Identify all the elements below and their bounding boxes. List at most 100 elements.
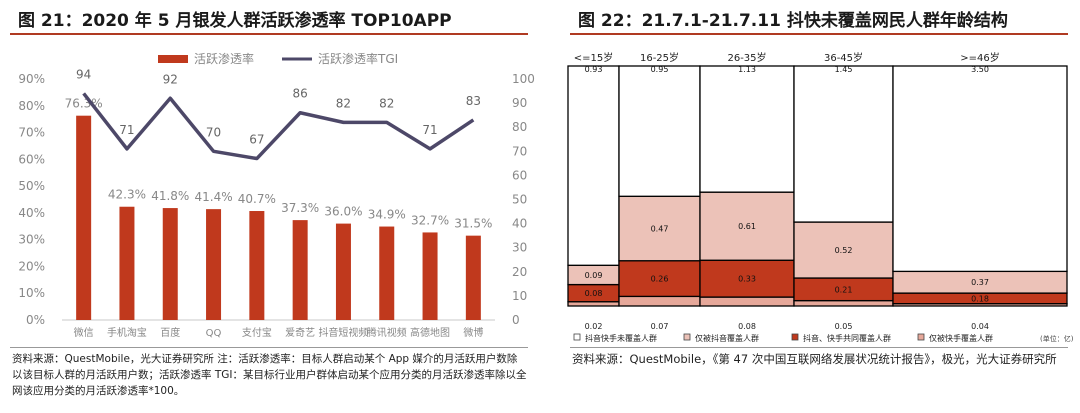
right-axis-tick-label: 10 [512, 289, 527, 303]
bar-data-label: 42.3% [108, 188, 146, 202]
left-source-rule [10, 347, 528, 348]
tgi-data-label: 70 [206, 125, 221, 139]
left-axis-tick-label: 70% [18, 126, 45, 140]
legend-swatch-bar [158, 55, 188, 63]
category-label: 微博 [463, 326, 483, 339]
age-group-label: 36-45岁 [824, 51, 863, 64]
category-label: 支付宝 [242, 326, 272, 339]
segment [618, 260, 701, 298]
segment-value-label: 0.93 [585, 65, 603, 74]
right-axis-tick-label: 70 [512, 144, 527, 158]
bar-data-label: 31.5% [454, 217, 492, 231]
category-label: 高德地图 [410, 326, 450, 339]
segment-value-label: 1.13 [738, 65, 756, 74]
tgi-data-label: 82 [336, 96, 351, 110]
bar [249, 211, 265, 320]
left-axis-tick-label: 10% [18, 286, 45, 300]
right-axis-tick-label: 30 [512, 241, 527, 255]
segment [699, 191, 795, 261]
segment-value-label: 0.37 [971, 278, 989, 287]
segment-value-label: 0.61 [738, 222, 756, 231]
bar [206, 209, 222, 320]
segment-value-label: 0.95 [651, 65, 669, 74]
bar-data-label: 32.7% [411, 213, 449, 227]
right-figure-panel: 图 22：21.7.1-21.7.11 抖快未覆盖网民人群年龄结构 <=15岁 0… [560, 0, 1080, 413]
tgi-data-label: 71 [119, 123, 134, 137]
segment [793, 65, 894, 223]
left-axis-tick-label: 30% [18, 233, 45, 247]
right-axis-tick-label: 100 [512, 72, 535, 86]
segment-value-label: 0.33 [738, 275, 756, 284]
left-axis-tick-label: 0% [26, 313, 45, 327]
bar [335, 223, 351, 320]
category-label: 爱奇艺 [285, 326, 315, 339]
age-structure-chart: <=15岁 0.08 0.09 0.93 0.02 16-25岁 0.26 0.47 0.95 0… [567, 51, 1074, 343]
segment [892, 65, 1068, 273]
bar [76, 115, 92, 321]
left-axis-tick-label: 90% [18, 72, 45, 86]
legend-swatch [573, 333, 581, 341]
segment-value-label: 0.52 [835, 246, 853, 255]
legend-label-line: 活跃渗透率TGI [318, 51, 398, 66]
right-axis-tick-label: 0 [512, 313, 520, 327]
left-axis-tick-label: 80% [18, 99, 45, 113]
tgi-data-label: 94 [76, 67, 91, 81]
segment [699, 296, 795, 307]
right-axis-tick-label: 90 [512, 96, 527, 110]
column-total-label: 0.07 [651, 322, 669, 331]
bar-data-label: 41.4% [194, 190, 232, 204]
column-total-label: 0.02 [585, 322, 603, 331]
category-label: 百度 [160, 326, 180, 339]
segment-value-label: 0.26 [651, 275, 669, 284]
age-group-label: 16-25岁 [640, 51, 679, 64]
segment-value-label: 0.21 [835, 285, 853, 294]
tgi-data-label: 83 [466, 94, 481, 108]
right-source-note: 资料来源：QuestMobile，《第 47 次中国互联网络发展状况统计报告》，… [572, 352, 1057, 366]
left-source-note: 资料来源：QuestMobile，光大证券研究所 注：活跃渗透率：目标人群启动某… [12, 353, 527, 397]
right-axis-tick-label: 60 [512, 168, 527, 182]
right-figure-title: 图 22：21.7.1-21.7.11 抖快未覆盖网民人群年龄结构 [578, 11, 1008, 31]
bar [422, 232, 438, 320]
segment [699, 65, 795, 193]
right-title-rule [570, 33, 1068, 35]
segment [793, 221, 894, 279]
category-label: 微信 [74, 326, 94, 339]
bar [292, 220, 308, 320]
unit-label: (单位：亿) [1040, 334, 1074, 343]
legend-label: 抖音快手未覆盖人群 [585, 333, 657, 343]
column-total-label: 0.04 [971, 322, 989, 331]
legend-swatch [917, 333, 925, 341]
right-axis-tick-label: 50 [512, 193, 527, 207]
category-label: 手机淘宝 [107, 326, 147, 339]
bar [379, 226, 395, 320]
legend-label: 仅被抖音覆盖人群 [695, 333, 759, 343]
tgi-line [82, 92, 475, 161]
column-total-label: 0.05 [835, 322, 853, 331]
right-axis-tick-label: 20 [512, 265, 527, 279]
left-axis-tick-label: 60% [18, 152, 45, 166]
left-axis-tick-label: 40% [18, 206, 45, 220]
tgi-data-label: 67 [249, 133, 264, 147]
category-label: 抖音短视频 [318, 326, 368, 339]
bar [465, 235, 481, 320]
legend-swatch [791, 333, 799, 341]
legend-swatch [683, 333, 691, 341]
segment [699, 259, 795, 298]
legend-label: 抖音、快手共同覆盖人群 [803, 333, 891, 343]
segment-value-label: 0.47 [651, 225, 669, 234]
segment [618, 195, 701, 262]
legend-label: 仅被快手覆盖人群 [929, 333, 993, 343]
segment [567, 65, 620, 266]
bar [162, 208, 178, 320]
left-axis-tick-label: 20% [18, 259, 45, 273]
segment-value-label: 0.09 [585, 271, 603, 280]
age-group-label: 26-35岁 [727, 51, 766, 64]
left-figure-title: 图 21：2020 年 5 月银发人群活跃渗透率 TOP10APP [18, 11, 452, 31]
bar-data-label: 36.0% [324, 205, 362, 219]
segment-value-label: 3.50 [971, 65, 989, 74]
segment [618, 65, 701, 197]
age-group-label: <=15岁 [574, 51, 613, 64]
segment-value-label: 1.45 [835, 65, 853, 74]
left-axis-tick-label: 50% [18, 179, 45, 193]
segment [793, 299, 894, 307]
